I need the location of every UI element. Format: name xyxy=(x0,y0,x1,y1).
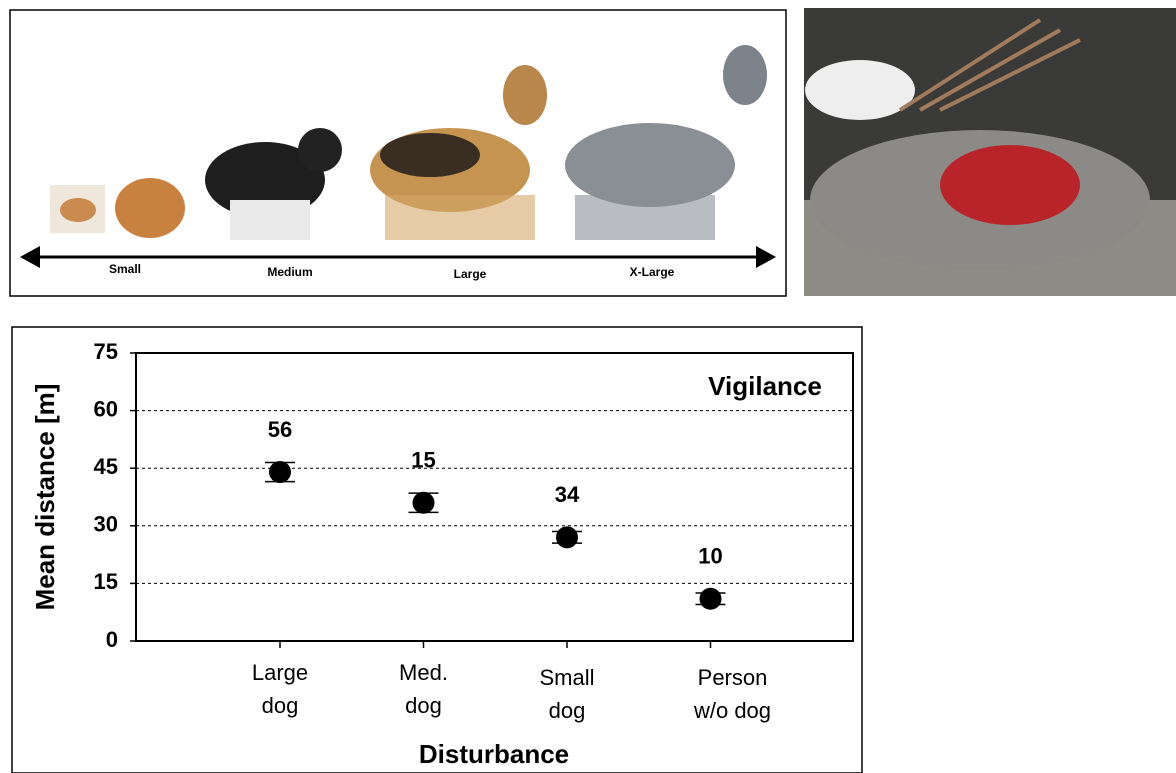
chart: Vigilance Disturbance Mean distance [m] … xyxy=(30,339,854,769)
arrow-head-left xyxy=(20,246,40,268)
x-tick-label: dog xyxy=(549,698,586,723)
dog-medium-head xyxy=(298,128,342,172)
x-tick-label: Small xyxy=(539,665,594,690)
dog-xlarge-legs xyxy=(575,195,715,240)
dog-large-saddle xyxy=(380,133,480,177)
data-point xyxy=(556,526,578,549)
data-point xyxy=(699,587,722,610)
sample-size-label: 15 xyxy=(411,448,435,473)
dog-large-head xyxy=(503,65,547,125)
x-tick-label: Person xyxy=(698,665,768,690)
sample-size-label: 10 xyxy=(698,544,722,569)
y-tick-label: 0 xyxy=(106,627,118,652)
dog-large-legs xyxy=(385,195,535,240)
x-tick-label: dog xyxy=(262,693,299,718)
dog-small-1-body xyxy=(60,198,96,222)
glove xyxy=(805,60,915,120)
y-axis-title: Mean distance [m] xyxy=(30,384,60,611)
sample-size-label: 56 xyxy=(268,417,292,442)
x-tick-label: Large xyxy=(252,660,308,685)
size-label: X-Large xyxy=(630,265,675,279)
y-tick-label: 45 xyxy=(94,454,118,479)
x-tick-label: Med. xyxy=(399,660,448,685)
dog-illustration: Small Medium Large X-Large xyxy=(9,9,787,297)
bird-wound xyxy=(940,145,1080,225)
size-label: Large xyxy=(454,267,487,281)
data-point xyxy=(412,491,435,514)
dog-medium xyxy=(205,142,325,218)
y-tick-label: 30 xyxy=(94,512,118,537)
chart-frame xyxy=(11,326,863,773)
dog-medium-legs xyxy=(230,200,310,240)
y-tick-label: 75 xyxy=(94,339,118,364)
sample-size-label: 34 xyxy=(555,482,580,507)
dog-xlarge xyxy=(565,123,735,207)
feathers xyxy=(898,18,1081,112)
x-axis-title: Disturbance xyxy=(419,739,569,769)
annotation: Vigilance xyxy=(708,371,822,401)
bird-photo xyxy=(804,8,1176,296)
data-point xyxy=(269,461,291,484)
size-label: Medium xyxy=(267,265,312,279)
y-tick-label: 60 xyxy=(94,396,118,421)
dog-xlarge-head xyxy=(723,45,767,105)
y-tick-label: 15 xyxy=(94,569,118,594)
x-tick-label: w/o dog xyxy=(693,698,771,723)
plot-area xyxy=(135,352,854,642)
x-tick-label: dog xyxy=(405,693,442,718)
arrow-head-right xyxy=(756,246,776,268)
dog-small-2 xyxy=(115,178,185,238)
size-label: Small xyxy=(109,262,141,276)
